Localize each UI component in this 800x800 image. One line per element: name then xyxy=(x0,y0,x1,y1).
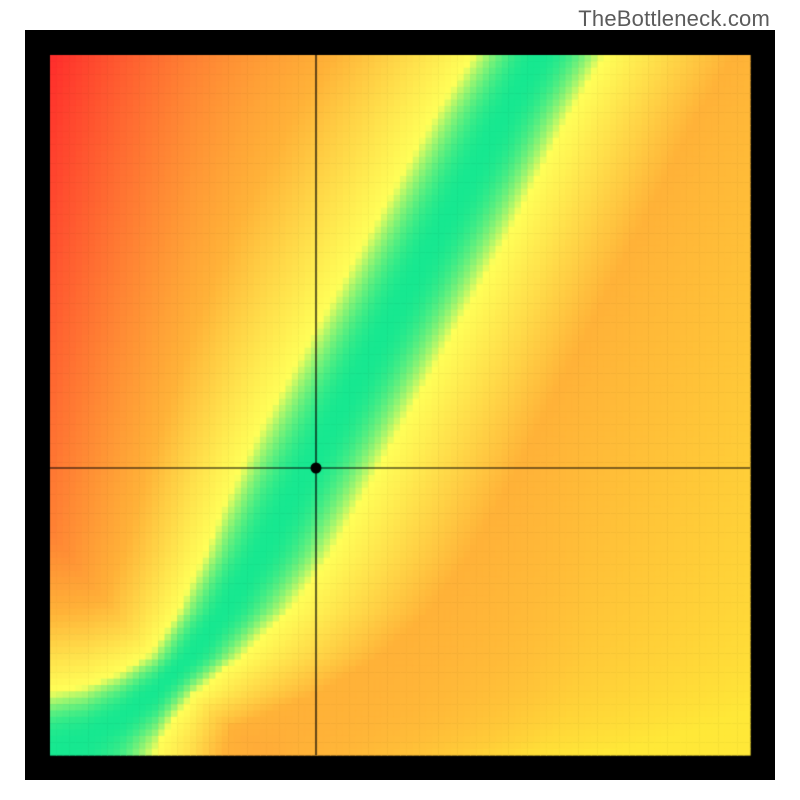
watermark-text: TheBottleneck.com xyxy=(578,6,770,32)
bottleneck-heatmap xyxy=(25,30,775,780)
